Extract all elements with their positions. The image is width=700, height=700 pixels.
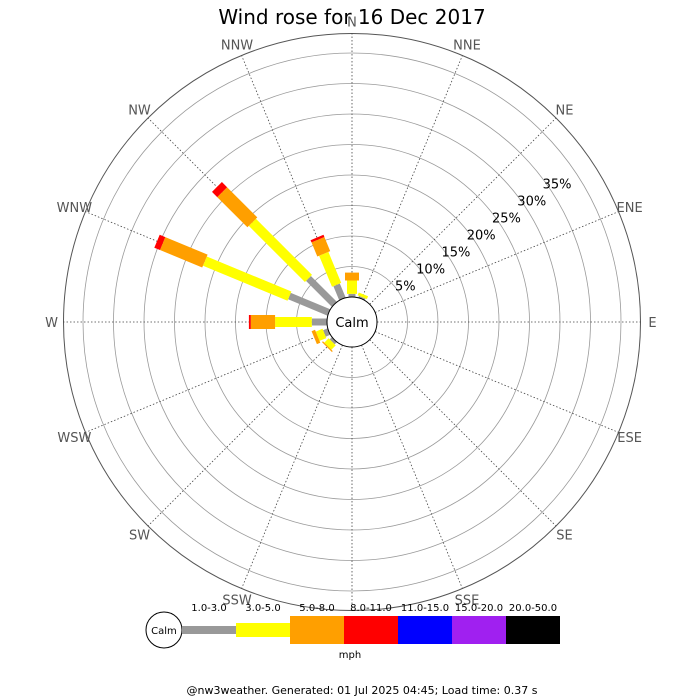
direction-label-ne: NE <box>556 104 574 119</box>
direction-label-ene: ENE <box>617 201 643 216</box>
bar-nnw-bin-1 <box>333 283 346 301</box>
bar-nne-bin-1 <box>358 295 366 301</box>
bar-nnw-bin-4 <box>310 234 325 243</box>
bar-wsw-bin-2 <box>315 328 327 341</box>
direction-label-se: SE <box>556 528 572 543</box>
percent-label-1: 5% <box>395 280 416 295</box>
legend-label-4: 8.0-11.0 <box>350 603 392 614</box>
percent-labels: 5%10% 15% 20% 25% 30% 35% <box>395 177 571 294</box>
calm-label: Calm <box>335 316 368 331</box>
calm-circle-group: Calm <box>326 296 378 348</box>
grid-ring <box>204 174 500 470</box>
percent-label-2: 10% <box>416 263 445 278</box>
legend-label-3: 5.0-8.0 <box>299 603 334 614</box>
bar-n-bin-1 <box>348 293 356 297</box>
bar-nw-bin-1 <box>306 276 337 307</box>
bar-w-bin-2 <box>275 317 312 327</box>
percent-label-3: 15% <box>441 246 470 261</box>
wind-bars <box>154 182 369 352</box>
legend-label-1: 1.0-3.0 <box>191 603 226 614</box>
bar-nnw-bin-2 <box>319 251 342 287</box>
legend-swatch-4 <box>344 616 398 644</box>
legend-label-6: 15.0-20.0 <box>455 603 503 614</box>
bar-w-bin-3 <box>250 315 276 329</box>
direction-label-wnw: WNW <box>57 201 93 216</box>
bar-wnw-bin-3 <box>160 237 208 268</box>
calm-circle <box>326 296 378 348</box>
direction-label-ese: ESE <box>617 431 642 446</box>
bar-nw-bin-3 <box>217 187 258 228</box>
bar-wnw-bin-2 <box>203 256 292 301</box>
legend: Calm 1.0-3.0 3.0-5.0 5.0-8.0 8.0-11.0 11.0-1… <box>145 603 560 661</box>
direction-label-w: W <box>45 316 58 331</box>
legend-swatch-7 <box>506 616 560 644</box>
legend-swatch-3 <box>290 616 344 644</box>
legend-swatch-6 <box>452 616 506 644</box>
bar-nne-bin-2 <box>357 292 369 300</box>
bar-sw-bin-3 <box>322 341 333 352</box>
direction-label-nne: NNE <box>453 38 481 53</box>
bar-w-bin-1 <box>311 318 327 326</box>
footer-text: @nw3weather. Generated: 01 Jul 2025 04:4… <box>187 684 538 697</box>
legend-calm-label: Calm <box>151 626 177 637</box>
legend-label-7: 20.0-50.0 <box>509 603 557 614</box>
legend-unit-label: mph <box>339 650 361 661</box>
direction-label-ssw: SSW <box>222 594 252 609</box>
grid-ring <box>174 144 530 500</box>
bar-sw-bin-2 <box>324 338 336 350</box>
bar-wnw-bin-1 <box>288 292 331 316</box>
bar-sw-bin-1 <box>329 337 337 345</box>
direction-label-nw: NW <box>128 104 151 119</box>
direction-label-nnw: NNW <box>221 38 253 53</box>
direction-label-n: N <box>347 16 357 31</box>
direction-label-sw: SW <box>129 528 150 543</box>
direction-label-wsw: WSW <box>57 431 91 446</box>
percent-label-4: 20% <box>467 229 496 244</box>
bar-wnw-bin-4 <box>154 234 166 250</box>
bar-wsw-bin-3 <box>311 329 321 345</box>
legend-swatch-5 <box>398 616 452 644</box>
legend-swatch-1 <box>182 626 236 634</box>
percent-label-6: 30% <box>517 194 546 209</box>
legend-label-2: 3.0-5.0 <box>245 603 280 614</box>
bar-nnw-bin-3 <box>311 237 331 257</box>
grid-ring <box>82 52 622 592</box>
bar-nw-bin-4 <box>212 182 228 198</box>
bar-n-bin-2 <box>347 280 357 294</box>
percent-label-7: 35% <box>543 177 572 192</box>
bar-w-bin-4 <box>248 315 251 329</box>
chart-title: Wind rose for 16 Dec 2017 <box>218 5 485 29</box>
direction-label-sse: SSE <box>455 594 480 609</box>
direction-label-e: E <box>648 316 656 331</box>
legend-label-5: 11.0-15.0 <box>401 603 449 614</box>
percent-label-5: 25% <box>492 212 521 227</box>
bar-nw-bin-2 <box>248 218 312 282</box>
legend-swatch-2 <box>236 623 290 637</box>
bar-n-bin-3 <box>345 272 359 281</box>
